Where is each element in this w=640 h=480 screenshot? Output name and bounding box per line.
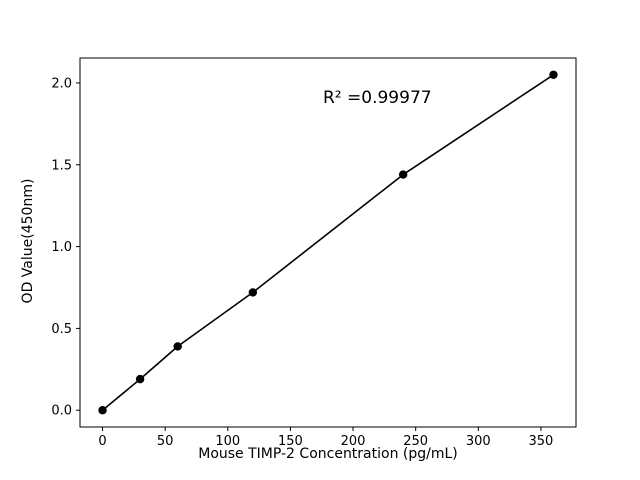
y-tick-label: 1.5 <box>51 158 72 173</box>
x-tick-label: 100 <box>215 434 240 449</box>
data-point <box>398 170 408 179</box>
x-tick-label: 250 <box>403 434 428 449</box>
y-tick-label: 0.0 <box>51 404 72 419</box>
data-point <box>98 406 107 415</box>
y-tick-label: 1.0 <box>51 240 72 255</box>
axes-spines <box>79 57 577 428</box>
x-tick-label: 300 <box>466 434 491 449</box>
data-point <box>135 374 145 384</box>
data-point <box>248 288 258 297</box>
x-tick-label: 200 <box>341 434 366 449</box>
x-tick-label: 350 <box>529 434 554 449</box>
x-tick-label: 0 <box>98 434 106 449</box>
data-point <box>549 70 558 79</box>
standard-curve-line <box>101 73 555 412</box>
x-tick-label: 50 <box>157 434 174 449</box>
y-tick-label: 0.5 <box>51 322 72 337</box>
data-point <box>173 342 182 351</box>
y-tick-label: 2.0 <box>51 76 72 91</box>
x-tick-label: 150 <box>278 434 303 449</box>
